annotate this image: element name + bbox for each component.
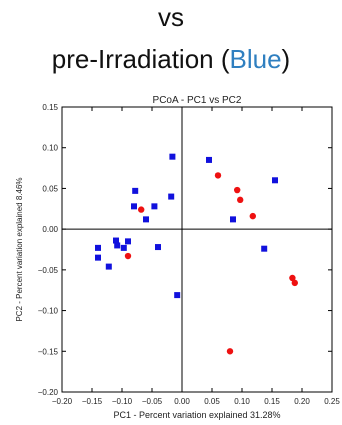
blue-square-point [174,292,181,299]
blue-square-point [155,244,161,251]
x-tick-label: 0.10 [234,397,250,406]
red-circle-point [289,274,296,282]
red-circle-point [214,172,222,179]
x-tick-label: −0.05 [142,397,163,406]
blue-square-point [120,244,127,251]
blue-square-point [261,245,268,252]
x-tick-label: 0.25 [324,397,340,406]
y-tick-label: 0.10 [42,144,58,153]
x-axis-ticks: −0.20 −0.15 −0.10 −0.05 0.00 0.05 0.10 0.15 0.20… [52,107,340,406]
plot-frame [61,106,333,393]
blue-square-point [105,263,112,270]
y-tick-label: −0.15 [38,347,59,356]
y-axis-label: PC2 - Percent variation explained 8.46% [15,177,24,321]
x-tick-label: 0.20 [294,397,310,406]
y-tick-label: 0.15 [42,103,58,112]
red-circle-point [249,212,256,220]
header-prefix: pre-Irradiation ( [51,44,230,74]
y-axis-ticks: 0.15 0.10 0.05 0.00 −0.05 −0.10 −0.15 −0.20 [38,103,332,397]
header-blue-word: Blue [229,44,282,74]
blue-square-point [151,203,158,210]
red-circle-point [234,186,241,194]
y-tick-label: −0.20 [38,388,59,397]
red-circle-point [226,348,234,355]
red-circle-point [291,279,298,287]
red-circle-point [138,206,145,213]
header-line-2: pre-Irradiation (Blue) [0,44,342,74]
blue-square-point [113,237,119,244]
blue-square-point [114,242,121,249]
blue-square-point [125,238,131,245]
zero-lines [62,107,332,392]
chart-title: PCoA - PC1 vs PC2 [153,95,242,106]
blue-square-point [230,216,236,223]
y-tick-label: 0.05 [42,184,58,193]
y-tick-label: 0.00 [42,225,58,234]
header-suffix: ) [281,44,291,74]
blue-square-point [169,153,176,160]
x-tick-label: 0.15 [264,397,280,406]
x-tick-label: −0.20 [52,397,73,406]
blue-square-point [95,244,101,251]
x-tick-label: 0.05 [204,397,220,406]
blue-square-point [206,156,212,163]
blue-square-point [168,193,175,200]
blue-square-point [132,187,139,194]
red-circle-point [124,252,132,260]
x-axis-label: PC1 - Percent variation explained 31.28% [113,410,280,420]
red-circle-point [237,196,244,204]
header-line-1: vs [158,2,184,32]
x-tick-label: −0.15 [82,397,103,406]
x-tick-label: −0.10 [112,397,133,406]
blue-square-point [272,177,278,184]
x-tick-label: 0.00 [174,397,190,406]
y-tick-label: −0.10 [38,307,59,316]
blue-square-point [143,216,149,223]
y-tick-label: −0.05 [38,266,59,275]
blue-square-point [131,203,137,210]
blue-square-point [95,254,101,261]
data-points [95,153,298,355]
